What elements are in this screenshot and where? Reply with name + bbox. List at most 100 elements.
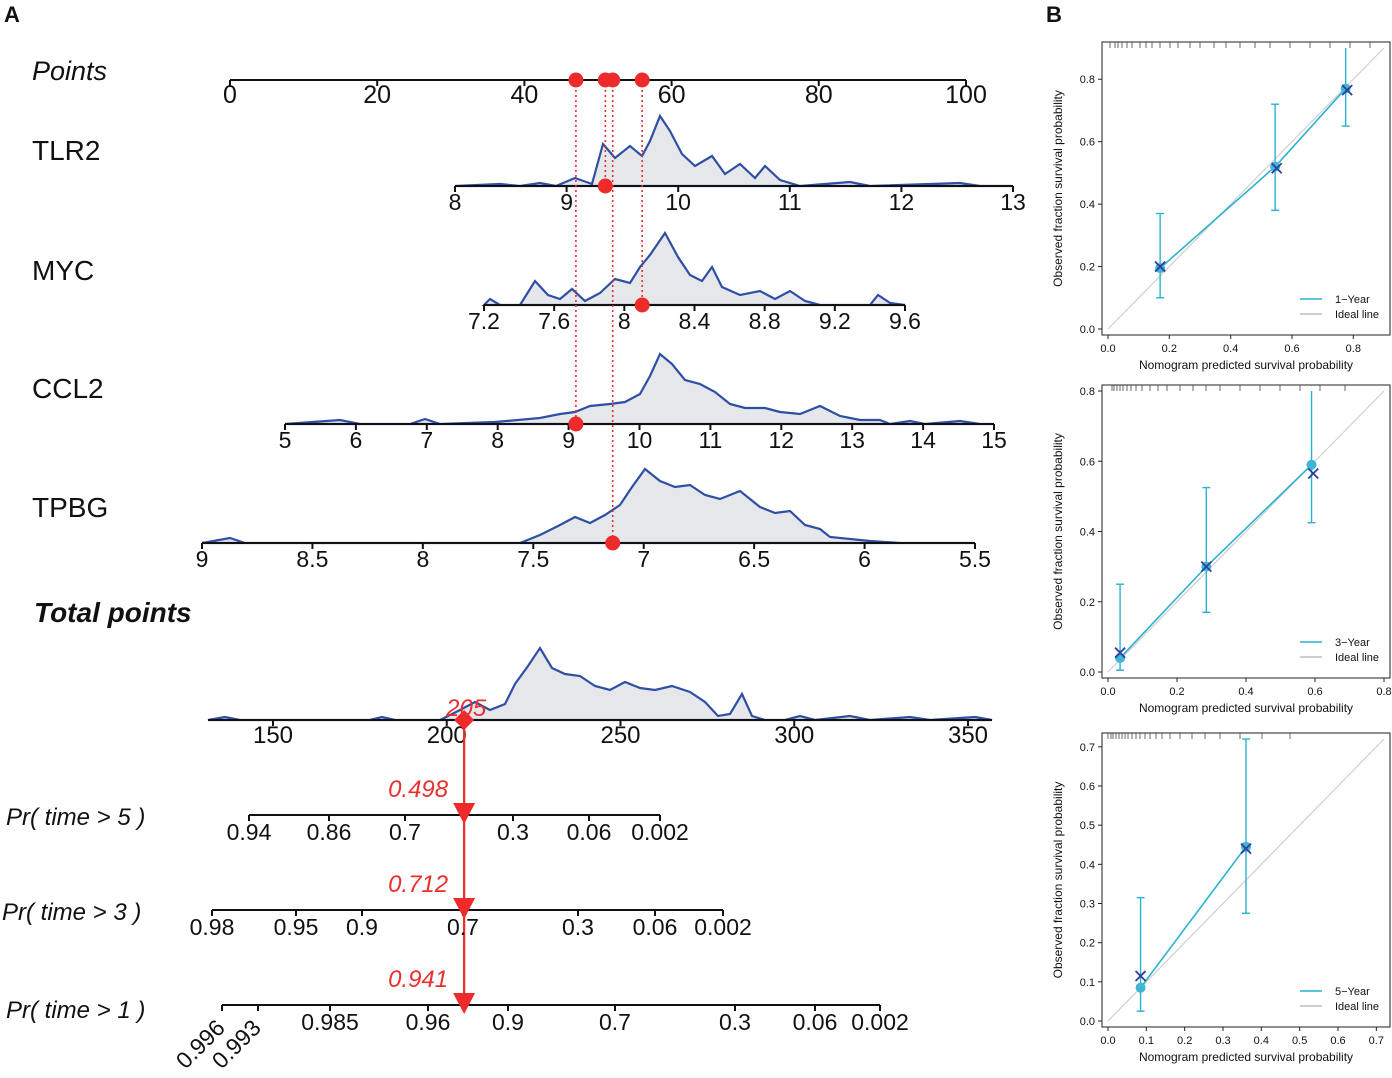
y-tick-label: 0.5 [1080,820,1095,832]
tick-label-tpbg: 6 [858,546,871,572]
probability-tick-label: 0.95 [274,914,319,940]
tick-label-tlr2: 10 [665,189,691,215]
calibration-plot-1: 0.0 0.2 0.4 0.6 0.8 0.0 0.2 0.4 0.6 0.8 Nomogram p… [1051,41,1391,372]
variable-label-tpbg: TPBG [32,492,108,523]
total-points-value: 205 [445,695,487,722]
x-tick-label: 0.7 [1369,1035,1384,1047]
y-axis-title: Observed fraction survival probability [1051,782,1065,979]
km-estimate-mark [1114,647,1126,659]
km-estimate-mark [1271,162,1283,174]
probability-tick-label: 0.985 [301,1009,359,1035]
probability-tick-label: 0.06 [567,819,612,845]
legend-label-ideal: Ideal line [1335,309,1379,321]
tick-label-tpbg: 7.5 [517,546,549,572]
tick-label-tlr2: 13 [1000,189,1026,215]
tick-label-ccl2: 14 [910,427,936,453]
probability-tick-label: 0.002 [851,1009,909,1035]
tick-label-ccl2: 8 [491,427,504,453]
y-tick-label: 0.0 [1080,1016,1095,1028]
tick-label-myc: 9.6 [889,308,921,334]
calibration-point [1306,459,1317,470]
x-tick-label: 0.1 [1139,1035,1154,1047]
variable-label-myc: MYC [32,255,94,286]
probability-tick-label: 0.06 [633,914,678,940]
legend-label-ideal: Ideal line [1335,652,1379,664]
tick-label-tlr2: 9 [560,189,573,215]
tick-label-tpbg: 9 [196,546,209,572]
x-axis-title: Nomogram predicted survival probability [1139,1050,1353,1064]
probability-tick-label: 0.9 [346,914,378,940]
x-tick-label: 0.6 [1307,686,1322,698]
x-tick-label: 0.2 [1162,343,1177,355]
x-tick-label: 0.0 [1100,686,1115,698]
y-tick-label: 0.2 [1080,597,1095,609]
x-tick-label: 0.8 [1376,686,1391,698]
x-tick-label: 0.0 [1100,343,1115,355]
y-axis-title: Observed fraction survival probability [1051,433,1065,630]
probability-tick-label: 0.9 [492,1009,524,1035]
total-points-label: Total points [34,597,192,628]
nomogram: Points 0 20 40 60 80 100 TLR2 8 9 10 11 12 13 MYC 7.2 7.… [2,56,1026,1073]
points-tick-label: 40 [510,81,538,109]
total-points-tick-label: 300 [774,722,814,749]
legend-label-series: 5−Year [1335,986,1370,998]
km-estimate-mark [1154,260,1166,273]
y-axis-title: Observed fraction survival probability [1051,90,1065,287]
tick-label-ccl2: 12 [769,427,795,453]
x-axis-title: Nomogram predicted survival probability [1139,701,1353,715]
variable-label-ccl2: CCL2 [32,373,104,404]
tick-label-ccl2: 5 [279,427,292,453]
tick-label-myc: 7.6 [538,308,570,334]
tick-label-ccl2: 7 [420,427,433,453]
probability-label: Pr( time > 1 ) [6,997,145,1024]
probability-tick-label: 0.86 [307,819,352,845]
calibration-plot-2: 0.0 0.2 0.4 0.6 0.8 0.0 0.2 0.4 0.6 0.8 Nomogram p… [1051,384,1392,715]
tick-label-tpbg: 8 [416,546,429,572]
panel-label-b: B [1046,2,1062,27]
points-tick-label: 20 [363,81,391,109]
tick-label-myc: 9.2 [819,308,851,334]
marker-tpbg [605,535,621,551]
total-points-tick-label: 250 [600,722,640,749]
probability-tick-label: 0.3 [719,1009,751,1035]
probability-tick-label: 0.002 [631,819,689,845]
probability-label: Pr( time > 3 ) [2,899,141,926]
x-tick-label: 0.4 [1254,1035,1269,1047]
probability-tick-label: 0.7 [389,819,421,845]
x-tick-label: 0.5 [1292,1035,1307,1047]
probability-tick-label: 0.7 [447,914,479,940]
legend-label-ideal: Ideal line [1335,1001,1379,1013]
y-tick-label: 0.0 [1080,324,1095,336]
probability-tick-label: 0.94 [227,819,272,845]
probability-value: 0.941 [388,966,448,993]
calibration-point [1241,841,1251,852]
probability-tick-label: 0.96 [406,1009,451,1035]
tick-label-myc: 8 [618,308,631,334]
x-tick-label: 0.4 [1223,343,1238,355]
probability-marker [453,803,476,824]
ideal-line [1107,390,1385,673]
plot-frame [1101,732,1391,1028]
calibration-point [1135,982,1146,993]
density-tlr2 [454,113,1013,188]
tick-label-tpbg: 8.5 [296,546,328,572]
density-total-points [207,645,993,722]
points-label: Points [32,56,107,86]
probability-label: Pr( time > 5 ) [6,804,145,831]
ideal-line [1107,47,1385,330]
tick-label-myc: 8.4 [679,308,711,334]
x-tick-label: 0.3 [1215,1035,1230,1047]
x-axis-title: Nomogram predicted survival probability [1139,358,1353,372]
calibration-plot-3: 0.0 0.1 0.2 0.3 0.4 0.5 0.6 0.7 0.0 0.1 0.2 0.3 0.4 0… [1051,732,1391,1064]
points-tick-label: 60 [658,81,686,109]
plot-frame [1101,41,1391,336]
tick-label-tpbg: 5.5 [959,546,991,572]
y-tick-label: 0.3 [1080,899,1095,911]
x-tick-label: 0.2 [1169,686,1184,698]
km-estimate-mark [1240,843,1252,855]
y-tick-label: 0.7 [1080,742,1095,754]
calibration-point [1155,263,1166,274]
points-tick-label: 80 [805,81,833,109]
x-tick-label: 0.8 [1346,343,1361,355]
